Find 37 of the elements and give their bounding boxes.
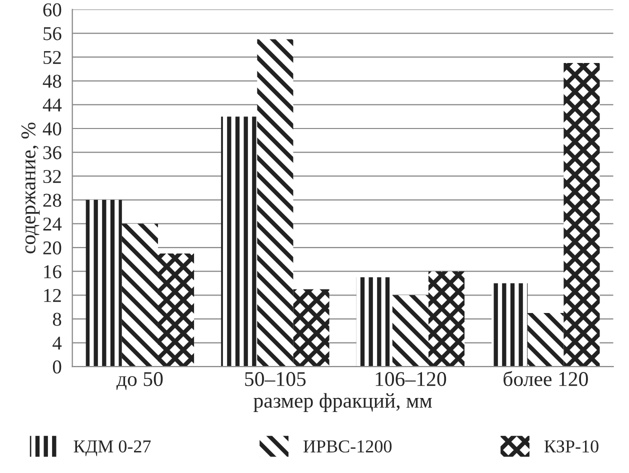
y-tick-label: 56 bbox=[44, 27, 62, 40]
x-axis-title: размер фракций, мм bbox=[254, 393, 432, 412]
y-tick-label: 32 bbox=[43, 170, 61, 184]
y-tick-label: 4 bbox=[52, 336, 62, 350]
y-tick-label: 0 bbox=[52, 360, 62, 374]
y-axis-title: содержание, % bbox=[21, 122, 40, 254]
bar bbox=[528, 313, 564, 367]
bar bbox=[356, 277, 392, 367]
y-tick-label: 24 bbox=[43, 218, 62, 230]
legend-label: КЗР-10 bbox=[544, 440, 598, 453]
y-tick-label: 48 bbox=[42, 74, 62, 88]
y-tick-label: 36 bbox=[43, 146, 62, 160]
y-tick-label: 52 bbox=[44, 50, 61, 64]
bar bbox=[158, 253, 194, 367]
x-tick-label: 50–105 bbox=[245, 372, 306, 386]
bar bbox=[428, 271, 465, 367]
legend-label: КДМ 0-27 bbox=[74, 440, 151, 456]
bar bbox=[86, 200, 122, 367]
bar bbox=[392, 295, 428, 367]
y-tick-label: 12 bbox=[44, 289, 61, 302]
y-tick-label: 16 bbox=[44, 265, 62, 278]
y-tick-label: 44 bbox=[42, 98, 62, 112]
x-tick-label: 106–120 bbox=[376, 372, 446, 386]
bar bbox=[257, 39, 294, 367]
bar bbox=[492, 283, 528, 367]
bar bbox=[122, 224, 158, 367]
x-tick-label: более 120 bbox=[504, 370, 588, 386]
legend-label: ИРВС-1200 bbox=[303, 440, 392, 453]
y-tick-label: 28 bbox=[43, 194, 62, 207]
bar bbox=[221, 116, 258, 367]
x-tick-label: до 50 bbox=[116, 372, 163, 390]
y-tick-label: 60 bbox=[43, 3, 62, 16]
y-tick-label: 20 bbox=[43, 241, 62, 254]
y-tick-label: 40 bbox=[42, 122, 62, 136]
bar bbox=[564, 63, 600, 367]
y-tick-label: 8 bbox=[52, 312, 62, 326]
bar bbox=[293, 289, 330, 367]
